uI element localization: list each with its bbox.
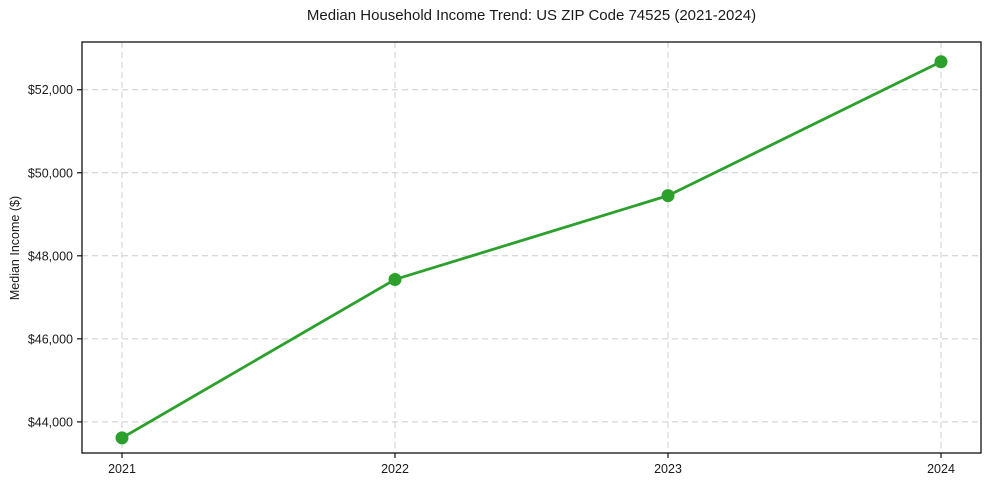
data-line xyxy=(120,60,943,440)
y-tick-label: $46,000 xyxy=(28,332,73,346)
data-point-marker xyxy=(115,431,129,445)
y-axis-label: Median Income ($) xyxy=(8,195,22,301)
x-tick-label: 2021 xyxy=(108,462,136,476)
data-point-marker xyxy=(661,189,675,203)
chart-title: Median Household Income Trend: US ZIP Co… xyxy=(306,7,757,24)
data-point-marker xyxy=(934,55,948,69)
x-tick-label: 2022 xyxy=(381,462,409,476)
y-tick-label: $48,000 xyxy=(28,249,73,263)
data-point-marker xyxy=(388,272,402,286)
y-tick-label: $44,000 xyxy=(28,415,73,429)
x-tick-label: 2024 xyxy=(927,462,955,476)
y-tick-label: $52,000 xyxy=(28,83,73,97)
y-tick-label: $50,000 xyxy=(28,166,73,180)
axes-spines xyxy=(81,41,982,454)
x-tick-label: 2023 xyxy=(654,462,682,476)
